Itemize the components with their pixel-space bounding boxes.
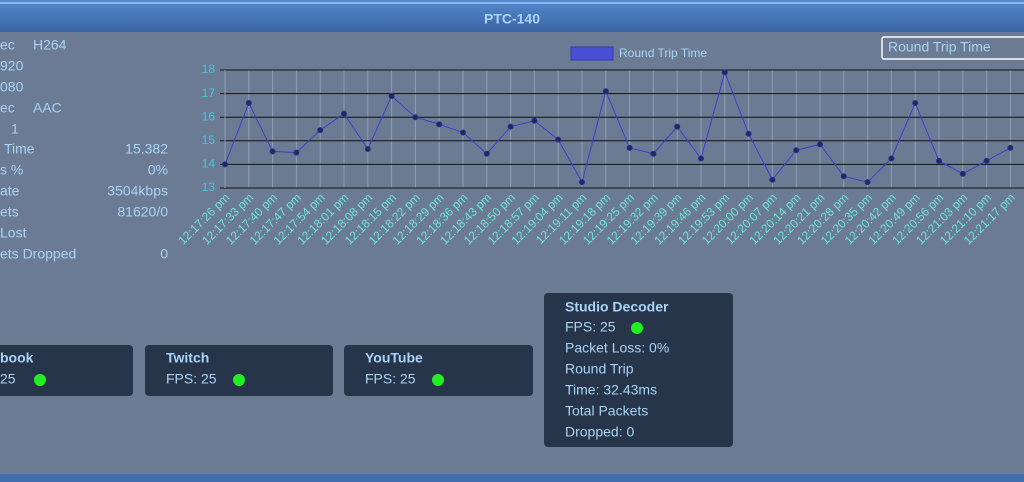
- stat-label: s %: [0, 162, 23, 178]
- card-studio-decoder: Studio Decoder FPS: 25 Packet Loss: 0% R…: [544, 293, 733, 447]
- stat-value: 0%: [148, 162, 168, 178]
- card-title: Studio Decoder: [565, 299, 669, 315]
- data-point: [412, 114, 419, 121]
- data-point: [745, 130, 752, 137]
- card-title: YouTube: [365, 350, 423, 366]
- card-line: Packet Loss: 0%: [565, 340, 669, 356]
- footer-bar: [0, 474, 1024, 482]
- data-point: [674, 123, 681, 130]
- data-point: [1007, 144, 1014, 151]
- data-point: [436, 121, 443, 128]
- y-tick-label: 14: [202, 157, 216, 171]
- card-youtube: YouTube FPS: 25: [344, 345, 533, 396]
- data-point: [222, 161, 228, 168]
- data-point: [912, 100, 919, 107]
- card-line: Time: 32.43ms: [565, 382, 657, 398]
- data-point: [888, 155, 895, 162]
- stat-label: Time: [4, 141, 35, 157]
- data-point: [602, 88, 609, 95]
- stat-label: ets: [0, 204, 19, 220]
- stats-panel: ec H264 920 080 ec AAC 1 Time 15.382 s %…: [0, 37, 168, 262]
- status-dot: [233, 374, 245, 386]
- stat-value: 0: [160, 246, 168, 262]
- data-point: [650, 150, 657, 157]
- card-line: 25: [0, 371, 16, 387]
- legend-swatch: [570, 46, 614, 61]
- stat-value: AAC: [33, 100, 62, 116]
- y-tick-label: 16: [202, 109, 216, 123]
- card-line: Dropped: 0: [565, 424, 634, 440]
- stat-label: ec: [0, 100, 15, 116]
- stat-value: H264: [33, 37, 67, 53]
- card-box: [145, 345, 333, 396]
- data-point: [817, 141, 823, 148]
- data-point: [626, 144, 633, 151]
- data-point: [793, 147, 800, 154]
- stat-label: ets Dropped: [0, 246, 76, 262]
- stat-label: ec: [0, 37, 15, 53]
- dropdown-text[interactable]: Round Trip Time: [888, 39, 991, 55]
- card-twitch: Twitch FPS: 25: [145, 345, 333, 396]
- status-dot: [34, 374, 46, 386]
- stat-label: 1: [11, 121, 19, 137]
- card-line: FPS: 25: [565, 319, 616, 335]
- data-point: [317, 127, 324, 134]
- data-point: [721, 69, 728, 76]
- data-point: [864, 179, 871, 186]
- data-point: [840, 173, 847, 180]
- data-point: [483, 150, 490, 157]
- data-point: [531, 117, 538, 124]
- dropdown[interactable]: Round Trip Time: [881, 36, 1024, 60]
- stat-value: 81620/0: [117, 204, 168, 220]
- card-line: Total Packets: [565, 403, 648, 419]
- dropdown-box[interactable]: [881, 36, 1024, 60]
- data-point: [341, 110, 347, 117]
- card-line: Round Trip: [565, 361, 634, 377]
- card-line: FPS: 25: [365, 371, 416, 387]
- card-title: book: [0, 350, 34, 366]
- data-point: [293, 149, 300, 156]
- status-dot: [432, 374, 444, 386]
- data-point: [983, 157, 990, 164]
- data-point: [364, 146, 371, 153]
- data-point: [507, 123, 514, 130]
- card-box: [544, 293, 733, 447]
- data-point: [555, 136, 562, 143]
- y-tick-label: 15: [202, 133, 216, 147]
- data-point: [460, 129, 466, 136]
- card-box: [344, 345, 533, 396]
- y-tick-label: 18: [202, 62, 216, 76]
- y-tick-label: 13: [202, 180, 216, 194]
- header-title: PTC-140: [484, 11, 540, 27]
- status-dot: [631, 322, 643, 334]
- card-title: Twitch: [166, 350, 209, 366]
- data-point: [579, 179, 585, 186]
- stat-label: ate: [0, 183, 20, 199]
- data-point: [269, 148, 276, 155]
- stat-value: 15.382: [125, 141, 168, 157]
- stat-label: 080: [0, 79, 24, 95]
- header-bar: [0, 0, 1024, 32]
- data-point: [388, 92, 395, 99]
- card-facebook: book 25: [0, 345, 133, 396]
- stat-label: Lost: [0, 225, 27, 241]
- stat-value: 3504kbps: [107, 183, 168, 199]
- legend-label: Round Trip Time: [619, 46, 707, 60]
- card-box: [0, 345, 133, 396]
- data-point: [245, 100, 252, 107]
- y-tick-label: 17: [202, 86, 216, 100]
- data-point: [698, 155, 704, 162]
- series-line: [224, 70, 1011, 184]
- data-point: [769, 176, 776, 183]
- data-point: [959, 170, 966, 177]
- stat-label: 920: [0, 58, 24, 74]
- data-point: [936, 157, 942, 164]
- card-line: FPS: 25: [166, 371, 217, 387]
